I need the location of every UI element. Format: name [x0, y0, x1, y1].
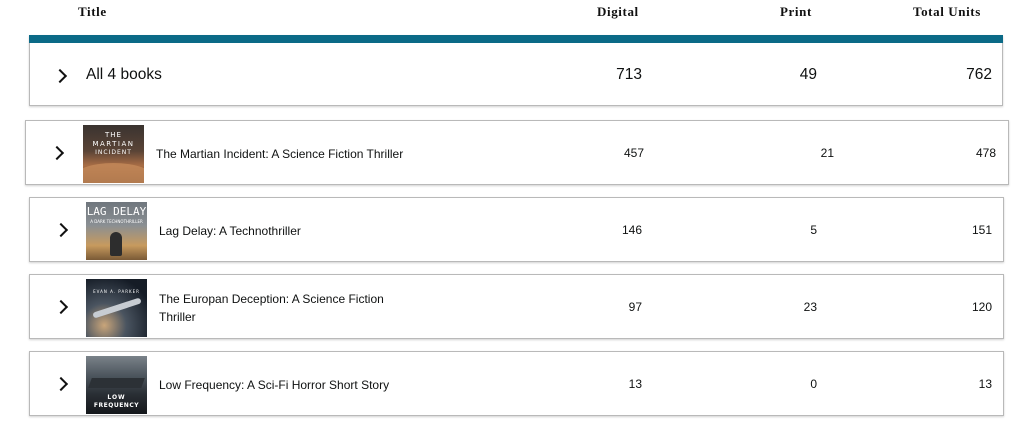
book-row-lag-delay[interactable]: LAG DELAY A DARK TECHNOTHRILLER Lag Dela… [29, 197, 1004, 262]
accent-bar [29, 35, 1003, 43]
summary-print: 49 [799, 66, 817, 83]
book-print: 23 [803, 300, 817, 314]
chevron-right-icon[interactable] [53, 299, 69, 315]
book-cover-martian-incident: THE MARTIAN INCIDENT [83, 125, 144, 183]
column-header-digital: Digital [597, 4, 639, 19]
summary-digital: 713 [616, 66, 642, 83]
column-header-title: Title [78, 4, 107, 19]
column-header-total-units: Total Units [913, 4, 981, 19]
book-title[interactable]: Low Frequency: A Sci-Fi Horror Short Sto… [159, 378, 390, 392]
book-total: 120 [971, 300, 992, 314]
book-print: 0 [810, 377, 817, 391]
book-print: 5 [810, 223, 817, 237]
book-total: 151 [971, 223, 992, 237]
book-print: 21 [820, 146, 834, 160]
book-digital: 457 [623, 146, 644, 160]
book-digital: 13 [628, 377, 642, 391]
chevron-right-icon[interactable] [49, 145, 65, 161]
book-row-martian-incident[interactable]: THE MARTIAN INCIDENT The Martian Inciden… [25, 120, 1009, 185]
book-title[interactable]: Lag Delay: A Technothriller [159, 224, 301, 238]
book-title[interactable]: The Martian Incident: A Science Fiction … [156, 147, 404, 161]
chevron-right-icon[interactable] [53, 376, 69, 392]
book-cover-lag-delay: LAG DELAY A DARK TECHNOTHRILLER [86, 202, 147, 260]
book-digital: 146 [621, 223, 642, 237]
book-row-low-frequency[interactable]: LOW FREQUENCY Low Frequency: A Sci-Fi Ho… [29, 351, 1004, 416]
summary-label: All 4 books [86, 66, 162, 83]
book-row-europan-deception[interactable]: EVAN A. PARKER The Europan Deception: A … [29, 274, 1004, 339]
chevron-right-icon[interactable] [53, 222, 69, 238]
book-title[interactable]: The Europan Deception: A Science Fiction… [159, 292, 384, 324]
book-cover-europan-deception: EVAN A. PARKER [86, 279, 147, 337]
chevron-right-icon[interactable] [52, 68, 68, 84]
summary-total: 762 [966, 66, 992, 83]
column-header-print: Print [780, 4, 812, 19]
book-total: 478 [975, 146, 996, 160]
book-digital: 97 [628, 300, 642, 314]
summary-row-all-books[interactable]: All 4 books 713 49 762 [29, 35, 1003, 106]
book-cover-low-frequency: LOW FREQUENCY [86, 356, 147, 414]
book-total: 13 [978, 377, 992, 391]
